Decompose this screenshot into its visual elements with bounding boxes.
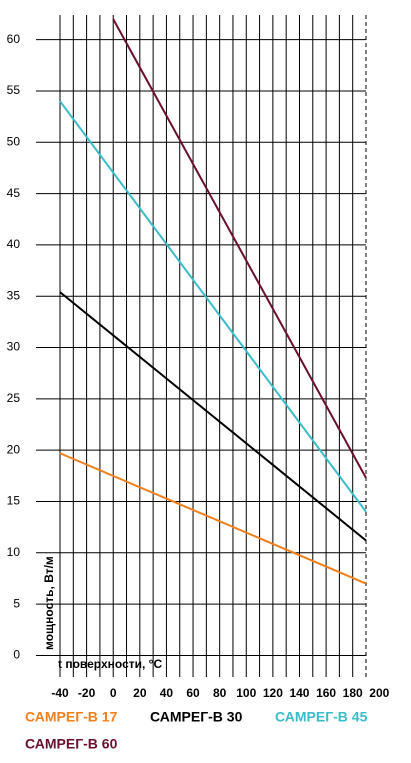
x-tick-label: 140 [289, 686, 309, 700]
y-tick-label: 50 [7, 134, 21, 148]
x-tick-label: 180 [343, 686, 363, 700]
x-tick-label: -40 [51, 686, 69, 700]
x-tick-label: 60 [186, 686, 200, 700]
y-tick-label: 35 [7, 288, 21, 302]
y-tick-label: 25 [7, 391, 21, 405]
y-tick-label: 0 [13, 648, 20, 662]
x-tick-label: -20 [78, 686, 96, 700]
series-line [59, 452, 367, 585]
y-tick-label: 5 [13, 596, 20, 610]
legend-entry: САМРЕГ-В 17 [25, 709, 118, 725]
x-tick-label: 100 [236, 686, 256, 700]
y-tick-label: 15 [7, 494, 21, 508]
y-tick-label: 45 [7, 186, 21, 200]
y-tick-label: 55 [7, 83, 21, 97]
y-tick-label: 30 [7, 340, 21, 354]
x-tick-label: 160 [316, 686, 336, 700]
y-tick-label: 60 [7, 32, 21, 46]
y-tick-label: 20 [7, 442, 21, 456]
y-tick-label: 40 [7, 237, 21, 251]
x-tick-label: 40 [160, 686, 174, 700]
series-line [112, 18, 367, 479]
x-tick-label: 120 [263, 686, 283, 700]
legend-entry: САМРЕГ-В 45 [275, 709, 368, 725]
x-tick-label: 20 [133, 686, 147, 700]
y-tick-label: 10 [7, 545, 21, 559]
series-line [59, 100, 367, 513]
legend-entry: САМРЕГ-В 30 [150, 709, 243, 725]
series-line [59, 291, 367, 542]
x-axis-label: t поверхности, °C [58, 657, 162, 671]
x-tick-label: 200 [369, 686, 389, 700]
legend-entry: САМРЕГ-В 60 [25, 736, 118, 752]
x-tick-label: 80 [213, 686, 227, 700]
x-tick-label: 0 [110, 686, 117, 700]
y-axis-label: мощность, Вт/м [42, 556, 56, 650]
